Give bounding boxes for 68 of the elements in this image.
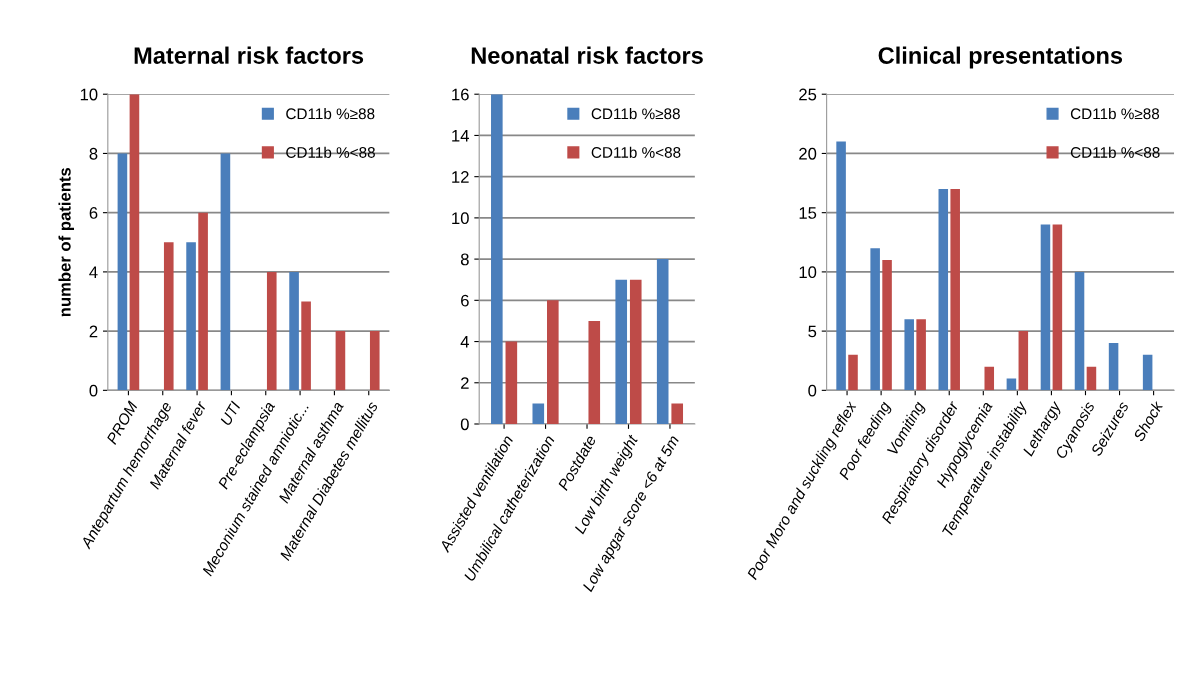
y-tick-label: 15 <box>799 207 817 219</box>
chart-title: Maternal risk factors <box>134 46 364 64</box>
legend-label: CD11b %≥88 <box>1070 107 1160 120</box>
y-tick-label: 4 <box>89 266 98 278</box>
y-tick-label: 0 <box>89 384 98 397</box>
bar <box>335 331 346 391</box>
y-tick-label: 8 <box>460 253 469 266</box>
y-tick-label: 6 <box>89 207 98 219</box>
y-tick-label: 10 <box>80 88 98 101</box>
bar <box>505 341 518 424</box>
legend-label: CD11b %<88 <box>1070 146 1160 158</box>
legend-label: CD11b %≥88 <box>591 107 680 120</box>
bar <box>198 212 208 391</box>
bar <box>916 319 926 391</box>
bar <box>1040 224 1051 391</box>
bar <box>186 242 196 391</box>
bar <box>836 141 846 391</box>
y-tick-label: 25 <box>799 88 817 101</box>
bar <box>491 94 503 424</box>
chart-title: Clinical presentations <box>878 46 1123 69</box>
y-tick-label: 8 <box>89 147 98 160</box>
bar <box>950 188 960 391</box>
bar <box>1052 224 1063 391</box>
y-tick-label: 20 <box>799 147 817 160</box>
y-tick-label: 0 <box>460 418 469 431</box>
bar <box>671 403 684 424</box>
y-tick-label: 6 <box>461 294 469 307</box>
bar <box>1074 271 1085 391</box>
bar <box>904 319 914 391</box>
y-tick-label: 4 <box>460 336 469 348</box>
y-tick-label: 5 <box>808 325 817 338</box>
bar <box>547 300 559 424</box>
bar <box>289 271 299 391</box>
legend-label: CD11b %≥88 <box>286 107 375 120</box>
bar <box>984 366 995 391</box>
bar <box>1108 342 1119 391</box>
legend-label: CD11b %<88 <box>591 146 681 158</box>
bar <box>220 153 231 391</box>
bar <box>1086 366 1097 391</box>
y-tick-label: 12 <box>452 171 469 183</box>
bar <box>588 320 601 424</box>
bar <box>163 242 174 391</box>
y-tick-label: 10 <box>452 212 469 225</box>
y-tick-label: 16 <box>452 88 469 101</box>
bar <box>1006 378 1017 391</box>
bar <box>656 259 669 424</box>
bar <box>882 260 892 391</box>
y-axis-title: number of patients <box>58 167 75 317</box>
bar <box>848 354 858 391</box>
y-tick-label: 2 <box>89 325 98 338</box>
y-tick-label: 2 <box>461 377 469 389</box>
bar <box>615 279 628 424</box>
legend-label: CD11b %<88 <box>286 146 375 158</box>
bar <box>369 331 380 391</box>
y-tick-label: 14 <box>452 130 469 142</box>
bar <box>1018 331 1029 391</box>
bar <box>1142 354 1153 391</box>
bar <box>938 188 949 391</box>
bar <box>301 301 311 391</box>
y-tick-label: 10 <box>799 266 817 279</box>
bar <box>532 403 545 424</box>
bar <box>870 248 880 391</box>
chart-title: Neonatal risk factors <box>471 46 703 64</box>
bar <box>117 153 128 391</box>
bar <box>629 279 642 424</box>
y-tick-label: 0 <box>808 384 817 397</box>
bar <box>129 94 140 391</box>
bar <box>266 271 277 391</box>
